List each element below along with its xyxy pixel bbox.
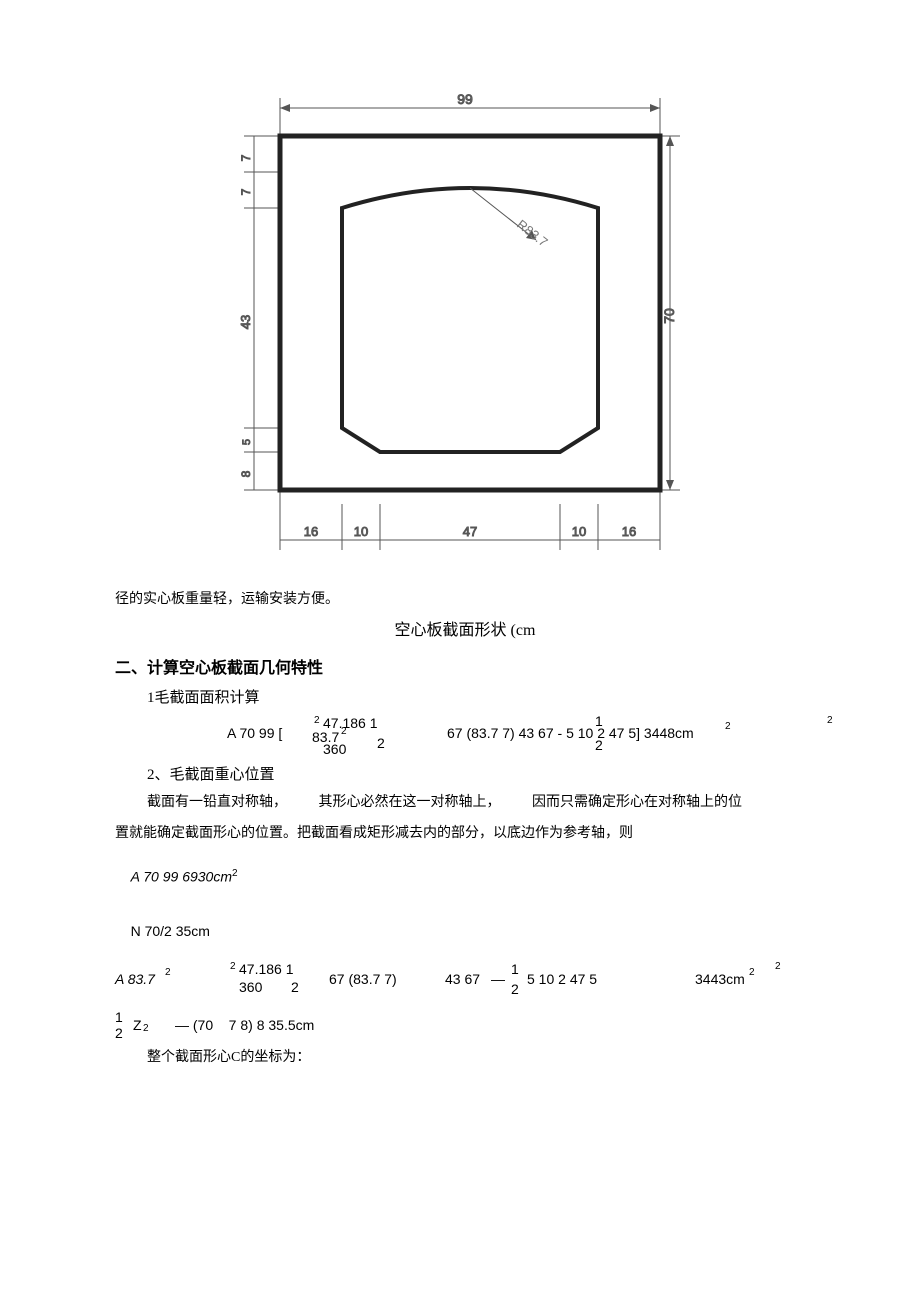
dim-b3: 47: [463, 524, 477, 539]
body-para-2: 置就能确定截面形心的位置。把截面看成矩形减去内的部分，以底边作为参考轴，则: [115, 821, 815, 846]
dim-b4: 10: [572, 524, 586, 539]
subheading-2: 2、毛截面重心位置: [147, 763, 815, 784]
dim-l1: 7: [239, 154, 253, 161]
dim-l4: 5: [241, 439, 253, 445]
figure-caption: 空心板截面形状 (cm: [115, 616, 815, 640]
dim-b2: 10: [354, 524, 368, 539]
dim-b1: 16: [304, 524, 318, 539]
subheading-1: 1毛截面面积计算: [147, 686, 815, 707]
dim-l3: 43: [238, 315, 253, 329]
dim-b5: 16: [622, 524, 636, 539]
diagram-svg: 99 70 7 7 43 5 8: [220, 90, 680, 570]
tail-text: 整个截面形心C的坐标为：: [147, 1045, 815, 1070]
dim-right: 70: [661, 308, 677, 324]
dim-top: 99: [457, 91, 473, 107]
cross-section-diagram: 99 70 7 7 43 5 8: [220, 90, 680, 560]
formula-z2: 1 2 Z 2 — (70 7 8) 8 35.5cm: [115, 1009, 815, 1039]
dim-l5: 8: [239, 470, 253, 477]
body-para: 截面有一铅直对称轴， 其形心必然在这一对称轴上， 因而只需确定形心在对称轴上的位: [115, 790, 815, 815]
dim-l2: 7: [239, 188, 253, 195]
section-heading: 二、计算空心板截面几何特性: [115, 654, 815, 678]
radius-label: R83.7: [514, 217, 551, 250]
formula-n1: N 70/2 35cm: [115, 907, 815, 955]
inner-hollow: [342, 188, 598, 452]
formula-1: A 70 99 [ 2 47.186 1 83.7 2 360 2 67 (83…: [147, 713, 815, 755]
formula-a1: A 70 99 6930cm2: [115, 852, 815, 901]
caption-pre: 径的实心板重量轻，运输安装方便。: [115, 588, 815, 608]
text-content: 径的实心板重量轻，运输安装方便。 空心板截面形状 (cm 二、计算空心板截面几何…: [115, 580, 815, 1070]
formula-a2: A 83.7 2 2 47.186 1 360 2 67 (83.7 7) 43…: [115, 961, 815, 1003]
